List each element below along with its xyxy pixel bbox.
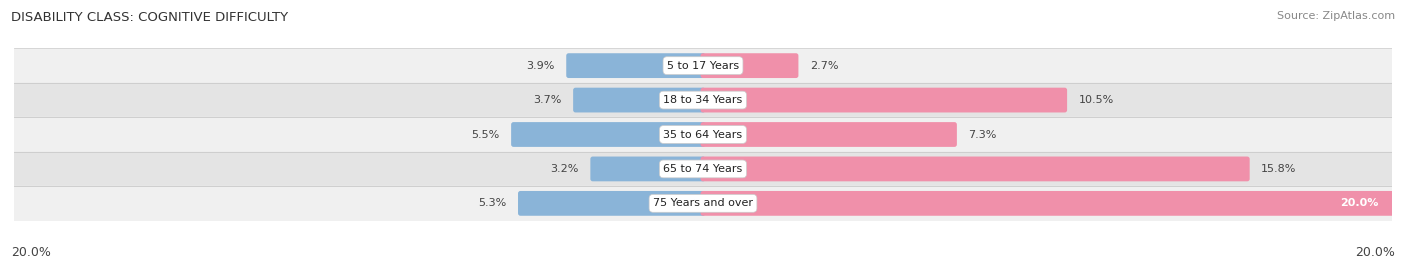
Bar bbox=[14, 152, 1392, 186]
Text: 15.8%: 15.8% bbox=[1261, 164, 1296, 174]
FancyBboxPatch shape bbox=[591, 157, 706, 181]
Text: 5.5%: 5.5% bbox=[471, 129, 499, 140]
Text: 20.0%: 20.0% bbox=[1355, 246, 1395, 259]
FancyBboxPatch shape bbox=[700, 122, 957, 147]
Text: 5.3%: 5.3% bbox=[478, 198, 506, 208]
Text: 3.9%: 3.9% bbox=[526, 61, 555, 71]
Bar bbox=[14, 186, 1392, 221]
Text: 75 Years and over: 75 Years and over bbox=[652, 198, 754, 208]
Text: DISABILITY CLASS: COGNITIVE DIFFICULTY: DISABILITY CLASS: COGNITIVE DIFFICULTY bbox=[11, 11, 288, 24]
Text: 65 to 74 Years: 65 to 74 Years bbox=[664, 164, 742, 174]
FancyBboxPatch shape bbox=[700, 191, 1395, 216]
FancyBboxPatch shape bbox=[700, 88, 1067, 112]
Text: 18 to 34 Years: 18 to 34 Years bbox=[664, 95, 742, 105]
FancyBboxPatch shape bbox=[512, 122, 706, 147]
Text: 3.7%: 3.7% bbox=[533, 95, 562, 105]
FancyBboxPatch shape bbox=[700, 53, 799, 78]
Bar bbox=[14, 48, 1392, 83]
Text: 5 to 17 Years: 5 to 17 Years bbox=[666, 61, 740, 71]
Text: 20.0%: 20.0% bbox=[1340, 198, 1378, 208]
Text: 20.0%: 20.0% bbox=[11, 246, 51, 259]
Bar bbox=[14, 117, 1392, 152]
FancyBboxPatch shape bbox=[567, 53, 706, 78]
Text: Source: ZipAtlas.com: Source: ZipAtlas.com bbox=[1277, 11, 1395, 21]
Bar bbox=[14, 83, 1392, 117]
FancyBboxPatch shape bbox=[700, 157, 1250, 181]
Text: 35 to 64 Years: 35 to 64 Years bbox=[664, 129, 742, 140]
FancyBboxPatch shape bbox=[517, 191, 706, 216]
Text: 3.2%: 3.2% bbox=[551, 164, 579, 174]
Text: 7.3%: 7.3% bbox=[969, 129, 997, 140]
FancyBboxPatch shape bbox=[574, 88, 706, 112]
Text: 2.7%: 2.7% bbox=[810, 61, 838, 71]
Text: 10.5%: 10.5% bbox=[1078, 95, 1114, 105]
